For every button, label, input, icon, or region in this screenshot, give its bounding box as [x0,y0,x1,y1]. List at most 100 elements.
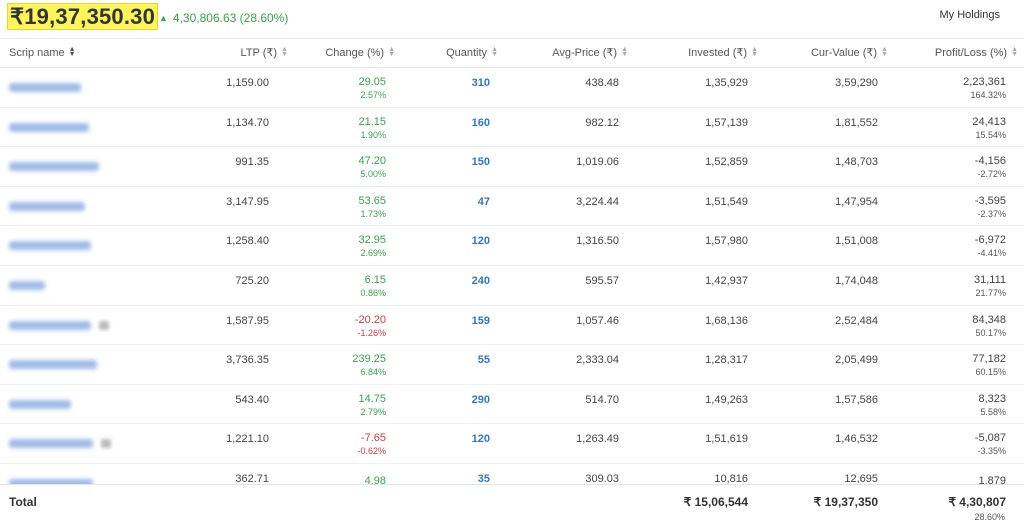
scrip-name[interactable] [9,160,99,174]
profit-loss-cell: -6,972 -4.41% [975,232,1006,258]
quantity-value[interactable]: 47 [477,195,490,208]
column-header-scrip[interactable]: Scrip name ▲ ▼ [9,39,76,68]
scrip-name[interactable] [9,121,89,135]
avg-price-value: 595.57 [585,274,619,287]
quantity-value[interactable]: 160 [471,116,490,129]
scrip-name[interactable] [9,239,91,253]
change-cell: -7.65 -0.62% [357,430,386,456]
column-header-label: Quantity [446,47,488,59]
scrip-name[interactable] [9,437,111,451]
profit-loss-percent: -4.41% [977,248,1006,259]
table-row[interactable]: 991.35 47.20 5.00% 150 1,019.06 1,52,859 1,48,… [0,147,1024,187]
scrip-name[interactable] [9,358,97,372]
avg-price-value: 3,224.44 [576,195,619,208]
sort-icon: ▲ ▼ [281,46,288,59]
table-row[interactable]: 1,587.95 -20.20 -1.26% 159 1,057.46 1,68,136 2… [0,306,1024,346]
change-cell: -20.20 -1.26% [355,312,386,338]
change-cell: 4.98 [365,473,386,489]
table-row[interactable]: 1,134.70 21.15 1.90% 160 982.12 1,57,139 1,81,… [0,108,1024,148]
change-value: 29.05 [358,76,386,88]
redacted-scrip-name [9,439,93,449]
cur-value-value: 1,47,954 [835,195,878,208]
column-header-cur-value[interactable]: Cur-Value (₹) ▲ ▼ [811,39,888,68]
sort-icon: ▲ ▼ [491,46,498,59]
invested-value: 1,57,139 [705,116,748,129]
column-header-quantity[interactable]: Quantity ▲ ▼ [446,39,498,68]
quantity-value[interactable]: 120 [471,433,490,446]
table-body: 1,159.00 29.05 2.57% 310 438.48 1,35,929 3,59,… [0,68,1024,504]
change-cell: 47.20 5.00% [358,153,386,179]
column-header-change[interactable]: Change (%) ▲ ▼ [325,39,395,68]
totals-row: Total ₹ 15,06,544 ₹ 19,37,350 ₹ 4,30,807… [0,484,1024,526]
sort-icon: ▲ ▼ [621,46,628,59]
change-value: 53.65 [358,194,386,207]
column-header-ltp[interactable]: LTP (₹) ▲ ▼ [241,39,288,68]
change-value: 239.25 [352,353,386,366]
change-percent: 6.84% [360,367,386,378]
redacted-scrip-name [9,280,45,290]
quantity-value[interactable]: 290 [471,393,490,406]
total-change-value: 4,30,806.63 (28.60%) [172,11,289,25]
scrip-name[interactable] [9,477,93,491]
column-header-label: Invested (₹) [688,47,748,59]
quantity-value[interactable]: 159 [471,314,490,327]
invested-value: 1,28,317 [705,354,748,367]
column-header-profit-loss[interactable]: Profit/Loss (%) ▲ ▼ [935,39,1018,68]
invested-value: 1,51,549 [705,195,748,208]
my-holdings-dropdown[interactable]: My Holdings [939,9,1000,21]
profit-loss-percent: 164.32% [970,90,1006,100]
profit-loss-value: 8,323 [978,392,1006,405]
quantity-value[interactable]: 240 [471,274,490,287]
quantity-value[interactable]: 310 [471,77,490,89]
total-change: ▲ 4,30,806.63 (28.60%) [159,11,288,26]
scrip-name[interactable] [9,319,109,333]
redacted-scrip-name [9,478,93,488]
quantity-value[interactable]: 35 [477,472,490,485]
summary-bar: ₹19,37,350.30 ▲ 4,30,806.63 (28.60%) My H… [0,0,1024,36]
change-cell: 29.05 2.57% [358,74,386,100]
change-percent: 1.73% [360,208,386,219]
quantity-value[interactable]: 120 [471,235,490,248]
scrip-name[interactable] [9,81,81,95]
cur-value-value: 2,05,499 [835,354,878,367]
total-profit-loss-pct: 28.60% [974,512,1005,522]
profit-loss-value: 1,879 [978,474,1006,487]
table-row[interactable]: 1,258.40 32.95 2.69% 120 1,316.50 1,57,980 1,5… [0,226,1024,266]
avg-price-value: 982.12 [585,116,619,129]
profit-loss-cell: 2,23,361 164.32% [963,74,1006,100]
column-header-label: LTP (₹) [240,47,278,59]
ltp-value: 991.35 [235,156,269,169]
table-row[interactable]: 3,147.95 53.65 1.73% 47 3,224.44 1,51,549 1,47… [0,187,1024,227]
column-header-invested[interactable]: Invested (₹) ▲ ▼ [688,39,758,68]
change-cell: 32.95 2.69% [358,232,386,258]
change-value: 21.15 [358,115,386,128]
sort-icon: ▲ ▼ [388,46,395,59]
scrip-name[interactable] [9,279,45,293]
scrip-name[interactable] [9,200,85,214]
quantity-value[interactable]: 150 [471,156,490,169]
invested-value: 1,42,937 [705,274,748,287]
table-row[interactable]: 725.20 6.15 0.86% 240 595.57 1,42,937 1,74,048… [0,266,1024,306]
totals-label: Total [9,495,37,509]
ltp-value: 1,587.95 [226,314,269,327]
change-value: 14.75 [358,392,386,405]
change-percent: 5.00% [360,169,386,180]
avg-price-value: 309.03 [585,472,619,485]
table-row[interactable]: 3,736.35 239.25 6.84% 55 2,333.04 1,28,317 2,0… [0,345,1024,385]
profit-loss-value: -4,156 [974,155,1006,168]
profit-loss-value: -6,972 [974,234,1006,247]
scrip-name[interactable] [9,398,71,412]
avg-price-value: 1,316.50 [576,235,619,248]
change-percent: 0.86% [360,287,386,298]
total-current-value: ₹19,37,350.30 [7,3,159,30]
column-header-label: Profit/Loss (%) [934,47,1008,59]
sort-icon: ▲ ▼ [751,46,758,59]
table-row[interactable]: 543.40 14.75 2.79% 290 514.70 1,49,263 1,57,58… [0,385,1024,425]
profit-loss-percent: 50.17% [975,327,1006,338]
profit-loss-percent: 15.54% [975,129,1006,140]
table-row[interactable]: 1,221.10 -7.65 -0.62% 120 1,263.49 1,51,619 1,… [0,424,1024,464]
table-row[interactable]: 1,159.00 29.05 2.57% 310 438.48 1,35,929 3,59,… [0,68,1024,108]
column-header-avg-price[interactable]: Avg-Price (₹) ▲ ▼ [552,39,628,68]
quantity-value[interactable]: 55 [477,354,490,367]
redacted-scrip-name [9,201,85,211]
